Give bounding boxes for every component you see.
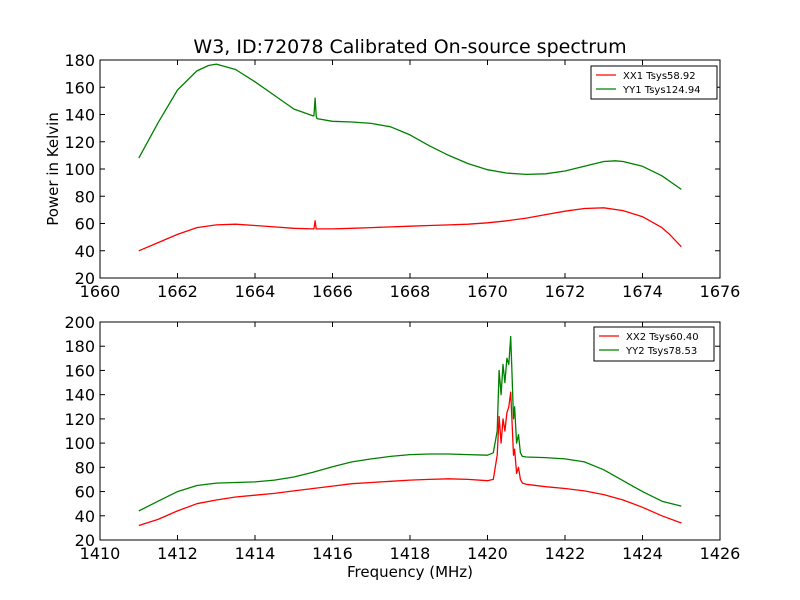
x-tick-label: 1412 bbox=[157, 544, 198, 563]
legend: XX2 Tsys60.40 YY2 Tsys78.53 bbox=[593, 326, 715, 362]
series-line-2 bbox=[138, 63, 682, 190]
x-tick-label: 1668 bbox=[390, 282, 431, 301]
y-tick-label: 100 bbox=[64, 434, 95, 453]
x-tick-label: 1664 bbox=[235, 282, 276, 301]
y-tick-label: 60 bbox=[75, 483, 95, 502]
legend-box bbox=[590, 65, 718, 100]
x-tick-label: 1662 bbox=[157, 282, 198, 301]
x-tick-label: 1666 bbox=[312, 282, 353, 301]
x-tick-label: 1670 bbox=[467, 282, 508, 301]
x-tick-label: 1676 bbox=[700, 282, 741, 301]
y-tick-label: 180 bbox=[64, 51, 95, 70]
y-tick-label: 140 bbox=[64, 106, 95, 125]
y-tick-label: 80 bbox=[75, 458, 95, 477]
series-line-1 bbox=[138, 207, 682, 252]
y-tick-label: 140 bbox=[64, 386, 95, 405]
legend-label: XX2 Tsys60.40 bbox=[626, 332, 699, 343]
y-tick-label: 40 bbox=[75, 507, 95, 526]
x-tick-label: 1660 bbox=[80, 282, 121, 301]
legend-label: YY2 Tsys78.53 bbox=[625, 346, 697, 357]
x-tick-label: 1420 bbox=[467, 544, 508, 563]
legend-box bbox=[593, 326, 715, 362]
x-tick-label: 1410 bbox=[80, 544, 121, 563]
figure-title: W3, ID:72078 Calibrated On-source spectr… bbox=[193, 36, 626, 58]
legend: XX1 Tsys58.92 YY1 Tsys124.94 bbox=[590, 65, 718, 100]
legend-label: YY1 Tsys124.94 bbox=[622, 85, 701, 96]
x-tick-label: 1418 bbox=[390, 544, 431, 563]
y-tick-label: 60 bbox=[75, 215, 95, 234]
x-tick-label: 1672 bbox=[545, 282, 586, 301]
x-tick-label: 1422 bbox=[545, 544, 586, 563]
bottom-panel: 1410 1412 1414 1416 1418 1420 1422 1424 1426 20 40… bbox=[64, 313, 740, 581]
y-tick-label: 120 bbox=[64, 410, 95, 429]
y-tick-label: 20 bbox=[75, 531, 95, 550]
x-tick-label: 1424 bbox=[622, 544, 663, 563]
y-tick-label: 160 bbox=[64, 78, 95, 97]
y-tick-label: 180 bbox=[64, 337, 95, 356]
x-tick-label: 1414 bbox=[235, 544, 276, 563]
top-panel: 1660 1662 1664 1666 1668 1670 1672 1674 1676 20 40… bbox=[44, 51, 740, 301]
y-tick-label: 160 bbox=[64, 361, 95, 380]
x-tick-label: 1426 bbox=[700, 544, 741, 563]
series-line-1 bbox=[138, 391, 682, 527]
series-line-2 bbox=[138, 335, 682, 512]
y-axis-label: Power in Kelvin bbox=[44, 112, 62, 226]
y-tick-label: 120 bbox=[64, 133, 95, 152]
legend-label: XX1 Tsys58.92 bbox=[623, 71, 696, 82]
y-tick-label: 20 bbox=[75, 269, 95, 288]
y-tick-label: 100 bbox=[64, 160, 95, 179]
x-axis-label: Frequency (MHz) bbox=[347, 563, 473, 581]
y-tick-label: 80 bbox=[75, 187, 95, 206]
y-tick-label: 200 bbox=[64, 313, 95, 332]
y-tick-label: 40 bbox=[75, 242, 95, 261]
x-tick-label: 1674 bbox=[622, 282, 663, 301]
x-tick-label: 1416 bbox=[312, 544, 353, 563]
